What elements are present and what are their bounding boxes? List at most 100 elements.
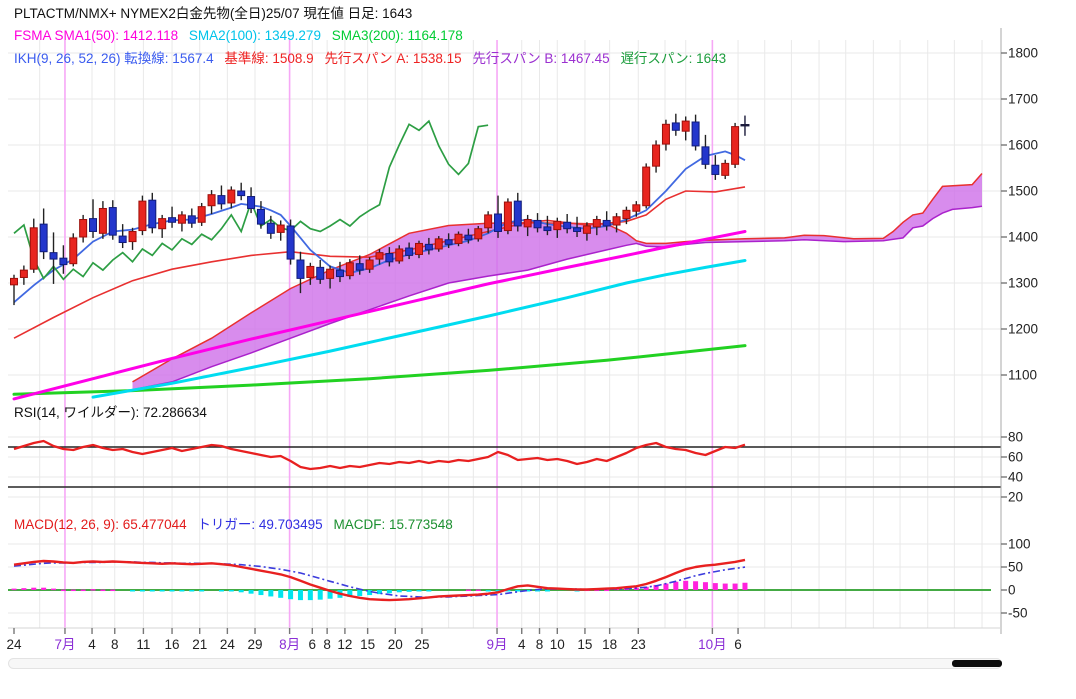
price-tick-label: 1500 — [1008, 184, 1038, 199]
macdf-value: MACDF: 15.773548 — [333, 517, 453, 532]
sma3-line — [12, 344, 747, 396]
x-date-label: 12 — [337, 637, 352, 652]
x-date-label: 6 — [734, 637, 742, 652]
macd-histogram-bar — [307, 590, 313, 601]
candle-body — [118, 235, 127, 244]
candle-body — [247, 196, 256, 209]
candle-body — [711, 164, 720, 175]
price-tick-label: 1200 — [1008, 322, 1038, 337]
x-date-label: 8 — [111, 637, 119, 652]
macd-histogram-bar — [702, 582, 708, 590]
macd-histogram-bar — [544, 590, 550, 592]
macd-histogram-bar — [347, 590, 353, 597]
trigger-value: トリガー: 49.703495 — [197, 517, 323, 532]
candle-body — [187, 215, 196, 224]
x-date-label: 8 — [536, 637, 544, 652]
x-month-label: 9月 — [487, 637, 508, 652]
macd-histogram-bar — [357, 590, 363, 596]
macd-histogram-bar — [258, 590, 264, 596]
candle-body — [10, 277, 18, 286]
candle-body — [158, 218, 167, 230]
candle-body — [19, 269, 28, 278]
macd-histogram-bar — [416, 590, 422, 592]
candle-body — [731, 126, 740, 165]
macd-histogram-bar — [485, 590, 491, 592]
macd-histogram-bar — [139, 590, 145, 592]
candle-body — [98, 207, 107, 234]
macd-histogram-bar — [376, 590, 382, 595]
x-date-label: 25 — [414, 637, 429, 652]
x-date-label: 11 — [136, 637, 150, 652]
candle-body — [622, 209, 631, 220]
macd-histogram-bar — [673, 581, 679, 590]
macd-histogram-bar — [693, 581, 699, 590]
candle-body — [108, 207, 117, 236]
senkou-b-value: 先行スパン B: 1467.45 — [472, 51, 610, 66]
macd-histogram-bar — [110, 589, 116, 592]
candle-body — [148, 199, 157, 229]
candle-body — [543, 226, 552, 232]
candle-body — [355, 263, 364, 271]
sma1-line — [12, 230, 747, 401]
x-date-label: 29 — [248, 637, 263, 652]
macd-histogram-bar — [228, 590, 234, 592]
macd-histogram-bar — [495, 590, 501, 592]
macd-histogram-bar — [535, 590, 541, 592]
macd-histogram-bar — [189, 590, 195, 592]
candle-body — [207, 194, 216, 207]
x-month-label: 10月 — [698, 637, 727, 652]
candle-body — [276, 224, 285, 233]
chart-title: PLTACTM/NMX+ NYMEX2白金先物(全日)25/07 現在値 日足:… — [14, 6, 419, 23]
candle-body — [642, 166, 651, 207]
candle-body — [533, 219, 542, 229]
macd-histogram-bar — [31, 587, 37, 590]
tenkan-value: IKH(9, 26, 52, 26) 転換線: 1567.4 — [14, 51, 214, 66]
x-date-label: 16 — [165, 637, 180, 652]
ichimoku-legend: IKH(9, 26, 52, 26) 転換線: 1567.4 基準線: 1508… — [14, 51, 733, 68]
x-date-label: 24 — [6, 637, 22, 652]
candle-body — [59, 257, 68, 266]
candle-body — [168, 217, 177, 223]
instrument-title: PLTACTM/NMX+ NYMEX2白金先物(全日)25/07 現在値 日足:… — [14, 6, 413, 21]
macd-tick-label: 0 — [1008, 583, 1016, 598]
macd-histogram-bar — [41, 587, 47, 590]
candle-body — [484, 214, 493, 229]
candle-body — [89, 218, 98, 232]
candle-body — [612, 216, 621, 226]
candle-body — [444, 239, 453, 245]
rsi-legend: RSI(14, ワイルダー): 72.286634 — [14, 405, 207, 420]
x-date-label: 10 — [550, 637, 565, 652]
x-date-label: 15 — [577, 637, 592, 652]
sma2-value: SMA2(100): 1349.279 — [188, 28, 321, 43]
candle-body — [217, 195, 226, 205]
candle-body — [424, 243, 433, 251]
sma1-value: FSMA SMA1(50): 1412.118 — [14, 28, 179, 43]
macd-histogram-bar — [21, 588, 27, 590]
candle-body — [681, 120, 690, 132]
candle-body — [39, 223, 48, 253]
candle-body — [592, 219, 601, 228]
candle-body — [523, 219, 532, 228]
x-month-label: 8月 — [279, 637, 300, 652]
candle-body — [49, 252, 58, 260]
candle-body — [691, 121, 700, 147]
candle-body — [701, 146, 710, 165]
x-date-label: 8 — [323, 637, 331, 652]
horizontal-scrollbar-track[interactable] — [8, 658, 1002, 669]
candle-body — [256, 208, 265, 225]
candle-body — [563, 221, 572, 230]
price-tick-label: 1300 — [1008, 276, 1038, 291]
x-date-label: 24 — [220, 637, 236, 652]
sma3-value: SMA3(200): 1164.178 — [331, 28, 463, 43]
candle-body — [414, 242, 423, 255]
horizontal-scrollbar-thumb[interactable] — [952, 660, 1002, 667]
candle-body — [345, 262, 354, 277]
macd-line — [13, 558, 746, 602]
macd-tick-label: -50 — [1008, 606, 1028, 621]
candle-body — [454, 233, 463, 244]
kijun-value: 基準線: 1508.9 — [224, 51, 314, 66]
macd-histogram-bar — [742, 582, 748, 590]
macd-value: MACD(12, 26, 9): 65.477044 — [14, 517, 187, 532]
chikou-value: 遅行スパン: 1643 — [620, 51, 727, 66]
